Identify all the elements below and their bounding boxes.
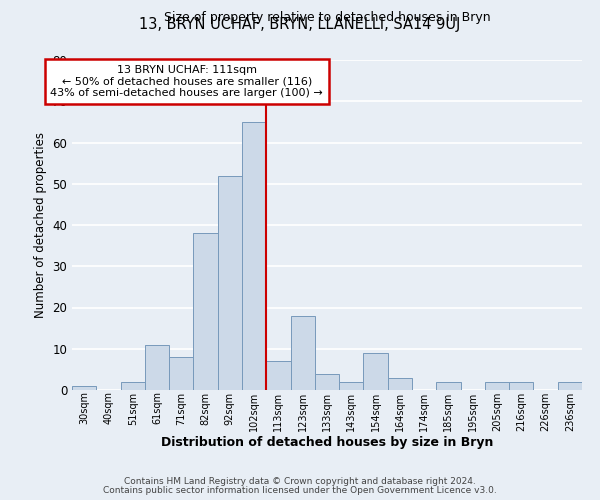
Bar: [388, 378, 412, 390]
Bar: [436, 382, 461, 390]
Bar: [509, 382, 533, 390]
Bar: [218, 176, 242, 390]
Bar: [242, 122, 266, 390]
Bar: [145, 344, 169, 390]
Bar: [339, 382, 364, 390]
Text: Contains public sector information licensed under the Open Government Licence v3: Contains public sector information licen…: [103, 486, 497, 495]
Bar: [72, 386, 96, 390]
Bar: [193, 233, 218, 390]
Bar: [315, 374, 339, 390]
Bar: [121, 382, 145, 390]
Text: Contains HM Land Registry data © Crown copyright and database right 2024.: Contains HM Land Registry data © Crown c…: [124, 477, 476, 486]
X-axis label: Distribution of detached houses by size in Bryn: Distribution of detached houses by size …: [161, 436, 493, 450]
Bar: [290, 316, 315, 390]
Y-axis label: Number of detached properties: Number of detached properties: [34, 132, 47, 318]
Text: 13, BRYN UCHAF, BRYN, LLANELLI, SA14 9UJ: 13, BRYN UCHAF, BRYN, LLANELLI, SA14 9UJ: [139, 18, 461, 32]
Bar: [364, 353, 388, 390]
Bar: [266, 361, 290, 390]
Title: Size of property relative to detached houses in Bryn: Size of property relative to detached ho…: [164, 11, 490, 24]
Bar: [169, 357, 193, 390]
Bar: [485, 382, 509, 390]
Bar: [558, 382, 582, 390]
Text: 13 BRYN UCHAF: 111sqm
← 50% of detached houses are smaller (116)
43% of semi-det: 13 BRYN UCHAF: 111sqm ← 50% of detached …: [50, 65, 323, 98]
